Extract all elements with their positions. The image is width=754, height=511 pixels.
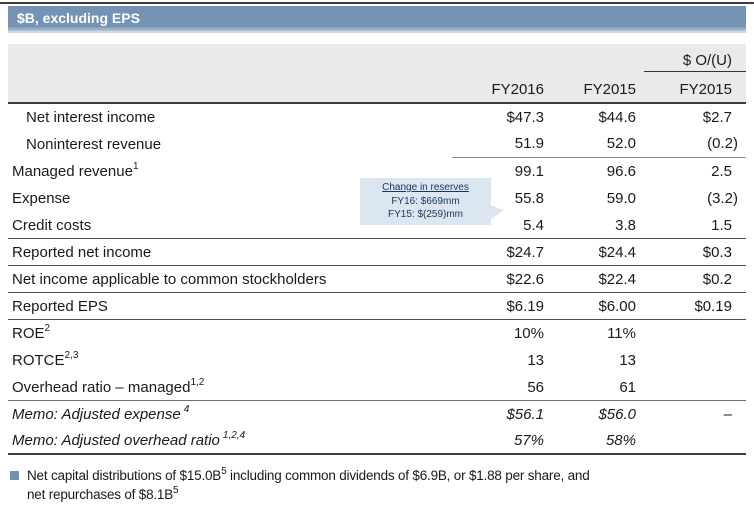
cell-fy2016: $47.3 xyxy=(506,109,544,126)
table-row-roe: ROE2 10% 11% xyxy=(8,320,746,347)
table-row-reported-net-income: Reported net income $24.7 $24.4 $0.3 xyxy=(8,239,746,266)
cell-ou: 2.5 xyxy=(711,163,732,180)
table-row-net-income-common: Net income applicable to common stockhol… xyxy=(8,266,746,293)
cell-fy2015: $6.00 xyxy=(598,297,636,315)
cell-fy2016: $24.7 xyxy=(506,243,544,261)
cell-fy2015: $22.4 xyxy=(598,270,636,288)
cell-fy2016: $56.1 xyxy=(506,406,544,423)
cell-fy2015: 96.6 xyxy=(606,163,636,180)
table-row-noninterest-revenue: Noninterest revenue 51.9 52.0 (0.2) xyxy=(8,131,746,158)
cell-fy2016: 5.4 xyxy=(523,216,544,234)
table-row-overhead-ratio: Overhead ratio – managed1,2 56 61 xyxy=(8,374,746,401)
row-label: ROTCE2,3 xyxy=(12,350,79,370)
cell-fy2015: 13 xyxy=(619,352,636,369)
cell-ou: $0.19 xyxy=(694,297,732,315)
cell-ou: – xyxy=(723,406,732,423)
cell-fy2015: 11% xyxy=(607,325,636,342)
footnote-text: Net capital distributions of $15.0B5 inc… xyxy=(27,466,590,504)
cell-fy2015: $24.4 xyxy=(598,243,636,261)
cell-ou: 1.5 xyxy=(711,216,732,234)
cell-fy2016: 56 xyxy=(527,378,544,396)
row-label: Reported net income xyxy=(12,243,152,261)
table-row-rotce: ROTCE2,3 13 13 xyxy=(8,347,746,374)
table-row-managed-revenue: Managed revenue1 99.1 96.6 2.5 xyxy=(8,158,746,185)
table-row-reported-eps: Reported EPS $6.19 $6.00 $0.19 xyxy=(8,293,746,320)
cell-fy2016: 13 xyxy=(527,352,544,369)
row-label: Reported EPS xyxy=(12,297,108,315)
row-label: Noninterest revenue xyxy=(26,136,162,153)
table-row-net-interest-income: Net interest income $47.3 $44.6 $2.7 xyxy=(8,104,746,131)
table-row-expense: Expense 55.8 59.0 (3.2) xyxy=(8,185,746,212)
cell-fy2015: 3.8 xyxy=(615,216,636,234)
callout-fy16-line: FY16: $669mm xyxy=(391,196,460,207)
cell-ou: $0.3 xyxy=(702,243,732,261)
row-label: Memo: Adjusted overhead ratio 1,2,4 xyxy=(12,430,246,450)
cell-ou: $2.7 xyxy=(702,109,732,126)
row-label: Overhead ratio – managed1,2 xyxy=(12,376,205,396)
row-label: Net income applicable to common stockhol… xyxy=(12,270,327,288)
row-label: Expense xyxy=(12,190,71,207)
footnote-line1: Net capital distributions of $15.0B5 inc… xyxy=(27,465,590,483)
row-label: ROE2 xyxy=(12,323,51,343)
top-rule xyxy=(0,2,754,4)
cell-fy2015: 61 xyxy=(619,378,636,396)
table-title-bar: $B, excluding EPS xyxy=(8,6,746,33)
cell-fy2016: 51.9 xyxy=(452,131,552,158)
footnote-line2: net repurchases of $8.1B5 xyxy=(27,484,179,502)
row-label: Credit costs xyxy=(12,216,92,234)
cell-ou: (0.2) xyxy=(644,131,746,158)
column-header-row: FY2016 FY2015 FY2015 xyxy=(8,72,746,102)
square-bullet-icon xyxy=(10,471,19,480)
cell-fy2016: 55.8 xyxy=(514,190,544,207)
footnote: Net capital distributions of $15.0B5 inc… xyxy=(10,466,744,504)
col-header-ou-fy2015: FY2015 xyxy=(679,81,732,98)
callout-fy15-line: FY15: $(259)mm xyxy=(387,209,464,220)
row-label: Managed revenue1 xyxy=(12,161,139,181)
group-header-row: $ O/(U) xyxy=(8,44,746,72)
cell-fy2015: 59.0 xyxy=(606,190,636,207)
callout-tail xyxy=(490,205,504,220)
column-header-band: $ O/(U) FY2016 FY2015 FY2015 xyxy=(8,44,746,104)
cell-fy2015: 52.0 xyxy=(552,131,644,158)
cell-ou: $0.2 xyxy=(702,270,732,288)
cell-fy2016: 10% xyxy=(513,325,544,342)
change-in-reserves-callout: Change in reserves FY16: $669mm FY15: $(… xyxy=(360,178,504,225)
financial-table: Net interest income $47.3 $44.6 $2.7 Non… xyxy=(8,104,746,455)
cell-fy2016: $6.19 xyxy=(506,297,544,315)
cell-fy2015: $44.6 xyxy=(598,109,636,126)
cell-fy2016: 57% xyxy=(513,432,544,449)
table-title: $B, excluding EPS xyxy=(17,10,140,26)
table-row-credit-costs: Credit costs 5.4 3.8 1.5 xyxy=(8,212,746,239)
table-row-memo-adjusted-expense: Memo: Adjusted expense 4 $56.1 $56.0 – xyxy=(8,401,746,428)
group-header-ou: $ O/(U) xyxy=(644,52,746,72)
row-label: Net interest income xyxy=(26,109,156,126)
cell-fy2015: 58% xyxy=(605,432,636,449)
row-label: Memo: Adjusted expense 4 xyxy=(12,404,190,424)
table-row-memo-adjusted-overhead-ratio: Memo: Adjusted overhead ratio 1,2,4 57% 5… xyxy=(8,428,746,455)
callout-title: Change in reserves xyxy=(382,182,469,193)
col-header-fy2016: FY2016 xyxy=(491,81,544,98)
cell-fy2015: $56.0 xyxy=(598,406,636,423)
cell-ou: (3.2) xyxy=(707,190,738,207)
cell-fy2016: $22.6 xyxy=(506,270,544,288)
cell-fy2016: 99.1 xyxy=(514,163,544,180)
col-header-fy2015: FY2015 xyxy=(583,81,636,98)
